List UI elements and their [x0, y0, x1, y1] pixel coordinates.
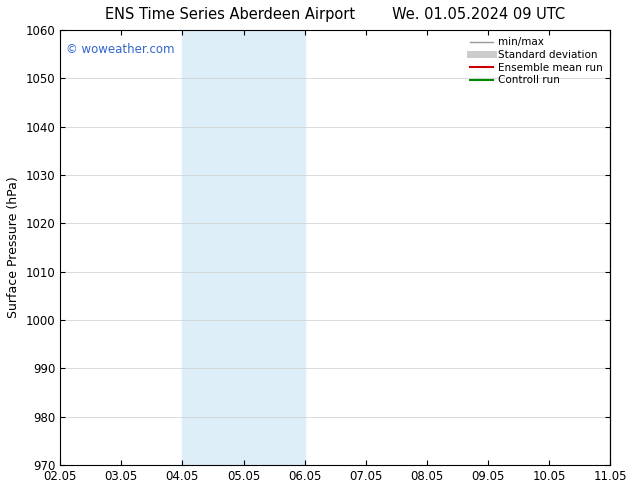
Bar — [243, 30, 305, 465]
Legend: min/max, Standard deviation, Ensemble mean run, Controll run: min/max, Standard deviation, Ensemble me… — [468, 35, 605, 87]
Bar — [611, 30, 634, 465]
Bar — [183, 30, 243, 465]
Y-axis label: Surface Pressure (hPa): Surface Pressure (hPa) — [7, 177, 20, 318]
Title: ENS Time Series Aberdeen Airport        We. 01.05.2024 09 UTC: ENS Time Series Aberdeen Airport We. 01.… — [105, 7, 566, 22]
Text: © woweather.com: © woweather.com — [65, 43, 174, 56]
